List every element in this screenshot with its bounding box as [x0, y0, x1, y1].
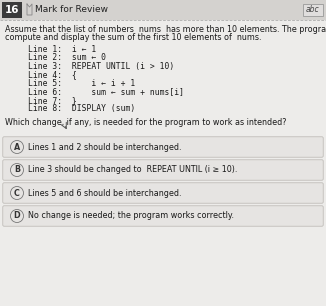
- Text: Lines 5 and 6 should be interchanged.: Lines 5 and 6 should be interchanged.: [28, 188, 182, 197]
- FancyBboxPatch shape: [3, 160, 323, 180]
- Text: abc: abc: [306, 6, 320, 14]
- Text: A: A: [14, 143, 20, 151]
- Text: B: B: [14, 166, 20, 174]
- Text: Line 8:  DISPLAY (sum): Line 8: DISPLAY (sum): [28, 105, 135, 114]
- FancyBboxPatch shape: [3, 137, 323, 157]
- Text: No change is needed; the program works correctly.: No change is needed; the program works c…: [28, 211, 234, 221]
- Text: Line 3:  REPEAT UNTIL (i > 10): Line 3: REPEAT UNTIL (i > 10): [28, 62, 174, 71]
- Text: Assume that the list of numbers  nums  has more than 10 elements. The program be: Assume that the list of numbers nums has…: [5, 25, 326, 34]
- FancyBboxPatch shape: [0, 0, 326, 20]
- Text: Line 6:      sum ← sum + nums[i]: Line 6: sum ← sum + nums[i]: [28, 88, 184, 96]
- FancyBboxPatch shape: [303, 4, 323, 16]
- Text: Line 3 should be changed to  REPEAT UNTIL (i ≥ 10).: Line 3 should be changed to REPEAT UNTIL…: [28, 166, 237, 174]
- FancyBboxPatch shape: [2, 2, 22, 18]
- Text: Line 5:      i ← i + 1: Line 5: i ← i + 1: [28, 79, 135, 88]
- Text: Lines 1 and 2 should be interchanged.: Lines 1 and 2 should be interchanged.: [28, 143, 182, 151]
- Text: 16: 16: [5, 5, 19, 15]
- Text: Line 2:  sum ← 0: Line 2: sum ← 0: [28, 54, 106, 62]
- Text: compute and display the sum of the first 10 elements of  nums.: compute and display the sum of the first…: [5, 33, 261, 42]
- Text: D: D: [14, 211, 20, 221]
- Text: Line 7:  }: Line 7: }: [28, 96, 77, 105]
- Text: C: C: [14, 188, 20, 197]
- Text: Line 4:  {: Line 4: {: [28, 70, 77, 80]
- Text: Mark for Review: Mark for Review: [35, 6, 108, 14]
- Text: Line 1:  i ← 1: Line 1: i ← 1: [28, 45, 96, 54]
- FancyBboxPatch shape: [3, 183, 323, 203]
- Text: Which change, if any, is needed for the program to work as intended?: Which change, if any, is needed for the …: [5, 118, 287, 127]
- FancyBboxPatch shape: [3, 206, 323, 226]
